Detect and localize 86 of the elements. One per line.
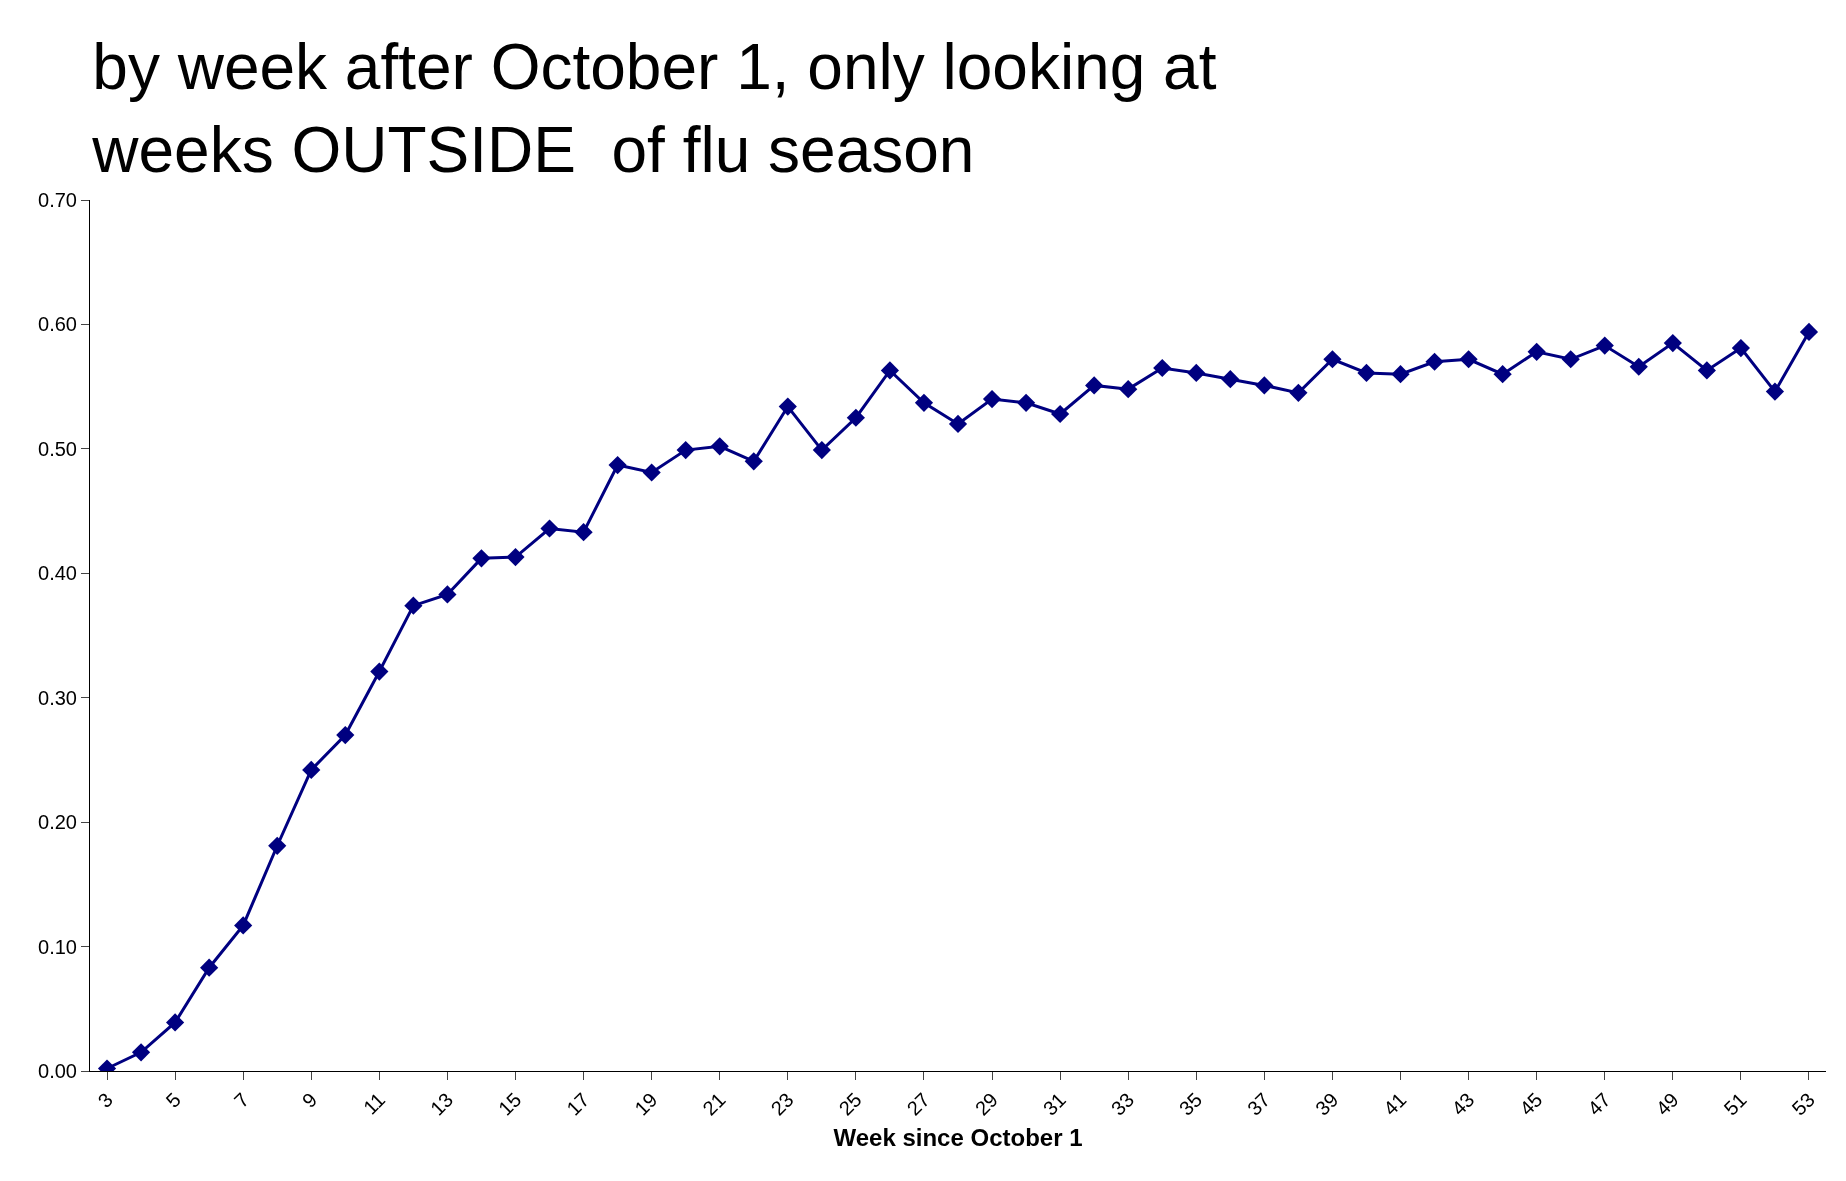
- y-tick-label: 0.50: [38, 437, 77, 460]
- point: [1119, 380, 1138, 399]
- point: [948, 414, 968, 434]
- point: [1016, 393, 1036, 412]
- point: [336, 725, 355, 745]
- point: [540, 519, 559, 538]
- x-tick-label: 27: [902, 1088, 934, 1120]
- point: [642, 463, 661, 482]
- x-tick-label: 47: [1583, 1088, 1615, 1120]
- x-tick-label: 19: [630, 1088, 662, 1120]
- point: [166, 1013, 185, 1032]
- x-tick-label: 11: [358, 1088, 390, 1119]
- point: [1051, 404, 1070, 424]
- point: [234, 916, 253, 935]
- x-tick-label: 5: [161, 1088, 185, 1112]
- y-tick-label: 0.00: [38, 1060, 77, 1082]
- x-tick-label: 49: [1651, 1088, 1683, 1120]
- point: [200, 958, 219, 977]
- point: [880, 361, 900, 380]
- point: [131, 1043, 151, 1062]
- x-tick-label: 53: [1787, 1088, 1819, 1120]
- x-tick-label: 23: [766, 1088, 798, 1120]
- point: [404, 596, 423, 615]
- x-tick-label: 43: [1447, 1088, 1479, 1120]
- point: [1085, 376, 1104, 395]
- point: [1459, 350, 1478, 369]
- x-tick-label: 33: [1106, 1088, 1139, 1120]
- x-tick-label: 25: [834, 1088, 866, 1120]
- y-tick-label: 0.10: [38, 935, 77, 958]
- point: [1527, 342, 1546, 361]
- x-tick-label: 51: [1719, 1088, 1751, 1120]
- point: [268, 836, 287, 855]
- chart-title: by week after October 1, only looking at weeks OUTSIDE of flu season: [91, 30, 1217, 186]
- point: [574, 523, 593, 542]
- x-tick-label: 29: [970, 1088, 1002, 1120]
- point: [676, 441, 695, 460]
- point: [1493, 365, 1512, 384]
- point: [1629, 357, 1648, 376]
- x-tick-label: 35: [1174, 1088, 1207, 1120]
- point: [472, 549, 491, 568]
- point: [1595, 336, 1614, 355]
- point: [1323, 350, 1342, 369]
- x-tick-label: 39: [1311, 1088, 1343, 1120]
- point: [506, 548, 525, 567]
- point: [1663, 333, 1682, 353]
- point: [1255, 376, 1274, 395]
- point: [1153, 358, 1172, 378]
- point: [302, 760, 321, 779]
- point: [778, 397, 797, 416]
- y-tick-label: 0.30: [38, 686, 77, 709]
- point: [1765, 382, 1785, 401]
- point: [1425, 352, 1444, 371]
- point: [1391, 365, 1410, 384]
- x-tick-label: 31: [1038, 1088, 1071, 1120]
- point: [982, 389, 1002, 409]
- x-tick-label: 3: [93, 1088, 117, 1112]
- point: [812, 441, 831, 460]
- point: [1221, 370, 1240, 389]
- y-tick-label: 0.70: [38, 189, 77, 211]
- point: [1731, 338, 1750, 358]
- x-tick-label: 7: [229, 1088, 254, 1112]
- point: [1357, 363, 1376, 383]
- point: [438, 585, 457, 604]
- point: [1289, 383, 1308, 402]
- point: [608, 455, 627, 475]
- y-tick-label: 0.60: [38, 313, 77, 336]
- y-tick-label: 0.40: [38, 562, 77, 585]
- x-axis-title: Week since October 1: [833, 1123, 1083, 1151]
- point: [1697, 361, 1716, 380]
- x-tick-label: 21: [698, 1088, 730, 1120]
- x-tick-label: 37: [1242, 1088, 1275, 1120]
- x-tick-label: 15: [494, 1088, 526, 1120]
- point: [846, 408, 865, 427]
- point: [370, 662, 389, 681]
- x-tick-label: 13: [426, 1088, 458, 1120]
- y-tick-label: 0.20: [38, 811, 77, 834]
- x-tick-label: 45: [1515, 1088, 1547, 1120]
- point: [1799, 322, 1819, 341]
- x-tick-label: 41: [1379, 1088, 1411, 1120]
- point: [914, 393, 934, 412]
- point: [710, 437, 729, 456]
- x-tick-label: 9: [297, 1088, 322, 1112]
- point: [1561, 350, 1580, 369]
- point: [1187, 363, 1206, 383]
- point: [744, 452, 763, 471]
- x-tick-label: 17: [562, 1088, 594, 1120]
